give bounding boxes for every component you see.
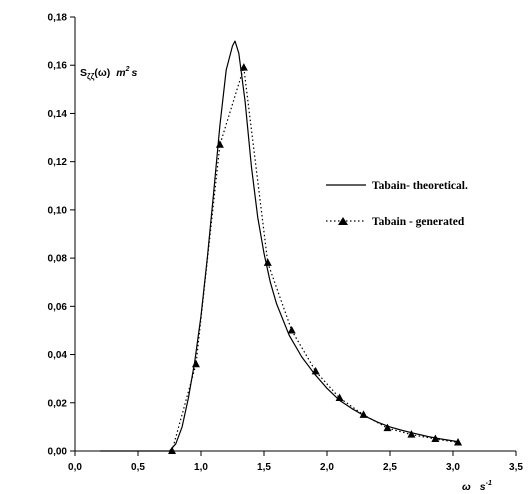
x-tick-label: 2,0 — [320, 462, 334, 473]
data-point-generated — [335, 393, 344, 401]
data-point-generated — [431, 434, 440, 442]
series-line-generated — [171, 66, 459, 452]
data-point-generated — [263, 258, 272, 266]
data-point-generated — [311, 366, 320, 375]
y-axis-label: Sζζ(ω) m2 s — [80, 66, 138, 81]
data-point-generated — [215, 140, 224, 148]
series-line-theoretical — [100, 40, 460, 452]
x-axis-label: ω s-1 — [462, 480, 492, 493]
series-layer — [100, 40, 463, 454]
data-point-generated — [407, 430, 416, 438]
x-axis-ticks: 0,0 0,5 1,0 1,5 2,0 2,5 3,0 3,5 — [68, 451, 523, 473]
x-tick-label: 3,0 — [446, 462, 460, 473]
y-tick-label: 0,10 — [48, 205, 68, 216]
x-tick-label: 0,5 — [131, 462, 145, 473]
data-point-generated — [168, 446, 177, 454]
x-tick-label: 2,5 — [383, 462, 397, 473]
y-axis-label-unit-exp: 2 — [125, 66, 130, 73]
y-tick-label: 0,16 — [48, 61, 68, 72]
x-tick-label: 3,5 — [509, 462, 523, 473]
y-tick-label: 0,08 — [48, 254, 68, 265]
y-tick-label: 0,12 — [48, 157, 68, 168]
x-axis-label-unit: s — [480, 481, 486, 493]
x-axis-label-unit-exp: -1 — [486, 480, 492, 487]
y-axis-label-subscript: ζζ — [87, 72, 95, 81]
data-point-generated — [454, 438, 463, 446]
y-axis-label-unit: m — [116, 67, 125, 79]
y-axis-label-arg: (ω) — [94, 67, 110, 79]
legend-marker-generated — [338, 217, 348, 225]
legend: Tabain- theoretical. Tabain - generated — [326, 180, 468, 228]
x-tick-label: 1,5 — [257, 462, 271, 473]
legend-label-theoretical: Tabain- theoretical. — [372, 180, 468, 192]
y-tick-label: 0,00 — [48, 447, 68, 458]
data-point-generated — [383, 423, 392, 432]
data-point-generated — [287, 325, 296, 334]
axes — [74, 17, 516, 452]
x-axis-label-var: ω — [462, 481, 471, 493]
y-tick-label: 0,02 — [48, 398, 68, 409]
legend-label-generated: Tabain - generated — [372, 216, 465, 228]
y-axis-ticks: 0,00 0,02 0,04 0,06 0,08 0,10 0,12 0,14 0,16 0,18 — [48, 13, 75, 458]
y-tick-label: 0,04 — [48, 350, 68, 361]
y-axis-label-prefix: S — [80, 67, 87, 79]
data-point-generated — [239, 63, 248, 71]
y-tick-label: 0,06 — [48, 302, 68, 313]
y-tick-label: 0,18 — [48, 13, 68, 24]
y-tick-label: 0,14 — [48, 109, 68, 120]
data-point-generated — [191, 359, 200, 368]
y-axis-label-unit-tail: s — [132, 67, 138, 79]
x-tick-label: 1,0 — [194, 462, 208, 473]
x-tick-label: 0,0 — [68, 462, 82, 473]
data-point-generated — [359, 410, 368, 418]
